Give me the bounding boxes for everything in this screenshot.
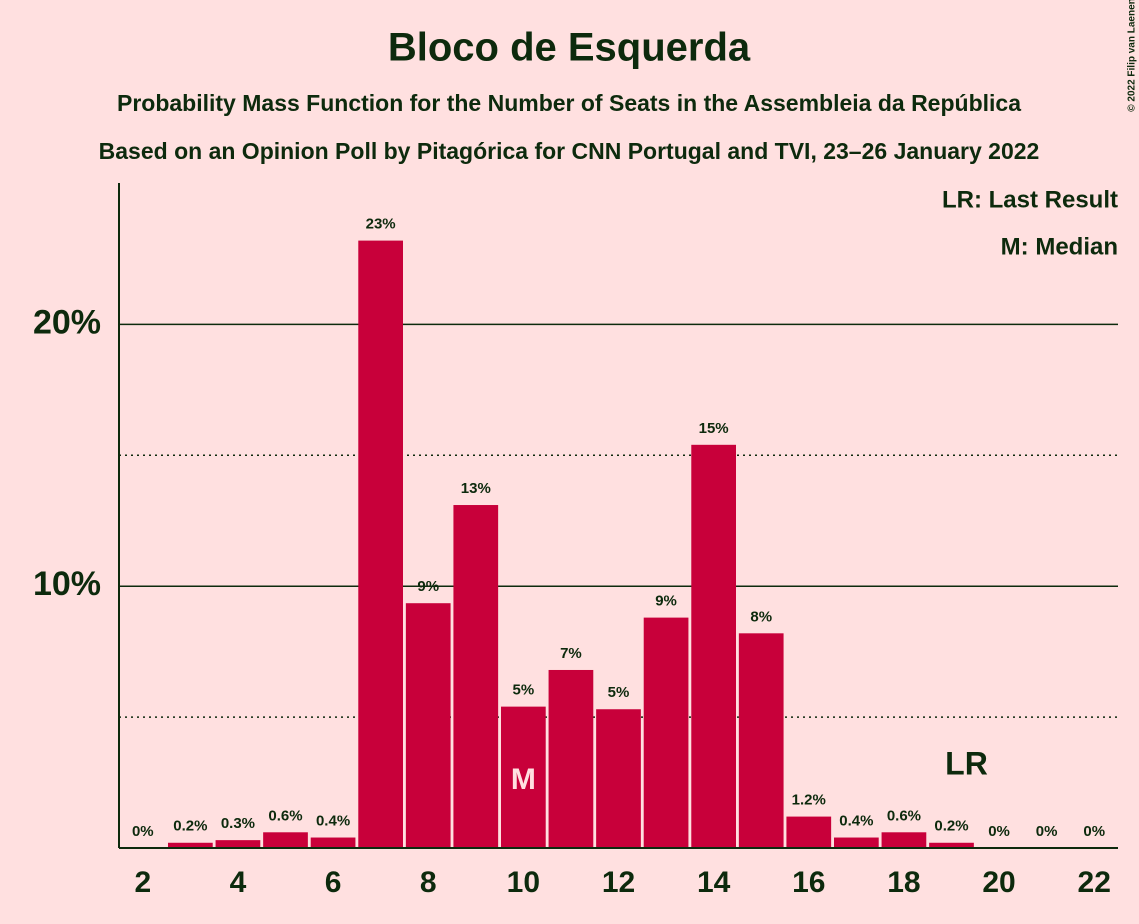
value-label: 13%	[461, 480, 491, 497]
value-label: 0%	[1083, 823, 1105, 840]
x-tick-label: 6	[325, 866, 342, 899]
legend-entry: M: Median	[1001, 233, 1118, 260]
value-label: 15%	[699, 420, 729, 437]
value-label: 9%	[417, 578, 439, 595]
x-tick-label: 16	[792, 866, 825, 899]
value-label: 0%	[1036, 823, 1058, 840]
value-label: 1.2%	[792, 792, 826, 809]
value-label: 0.6%	[887, 807, 921, 824]
value-label: 0.6%	[268, 807, 302, 824]
bar	[596, 709, 641, 848]
bar	[691, 444, 737, 848]
bar	[881, 832, 927, 848]
bar	[786, 816, 832, 848]
x-tick-label: 10	[507, 866, 540, 899]
x-tick-label: 2	[134, 866, 151, 899]
bar	[833, 837, 879, 848]
x-tick-label: 14	[697, 866, 731, 899]
value-label: 0%	[132, 823, 154, 840]
bar	[929, 842, 974, 848]
value-label: 8%	[750, 608, 772, 625]
x-tick-label: 22	[1078, 866, 1111, 899]
bar	[358, 240, 404, 849]
y-tick-label: 10%	[33, 565, 101, 603]
bar	[738, 633, 784, 848]
value-label: 0%	[988, 823, 1010, 840]
bar	[643, 617, 689, 848]
x-tick-label: 20	[982, 866, 1015, 899]
bar	[405, 603, 451, 848]
x-tick-label: 8	[420, 866, 437, 899]
last-result-marker: LR	[945, 745, 988, 781]
bar	[263, 832, 308, 848]
legend-entry: LR: Last Result	[942, 186, 1118, 213]
value-label: 0.4%	[839, 812, 873, 829]
x-tick-label: 4	[230, 866, 247, 899]
x-tick-label: 12	[602, 866, 635, 899]
value-label: 7%	[560, 645, 582, 662]
chart-subtitle: Based on an Opinion Poll by Pitagórica f…	[99, 138, 1040, 164]
median-marker: M	[511, 763, 536, 796]
value-label: 0.2%	[934, 818, 968, 835]
bar	[500, 706, 546, 848]
bar	[215, 840, 261, 848]
chart-title: Bloco de Esquerda	[388, 26, 751, 70]
chart-subtitle: Probability Mass Function for the Number…	[117, 90, 1021, 116]
bar	[310, 837, 356, 848]
value-label: 5%	[513, 682, 535, 699]
value-label: 9%	[655, 593, 677, 610]
value-label: 23%	[366, 216, 396, 233]
bar	[548, 669, 594, 848]
x-tick-label: 18	[887, 866, 920, 899]
copyright: © 2022 Filip van Laenen	[1127, 0, 1138, 112]
y-tick-label: 20%	[33, 303, 101, 341]
bar	[167, 842, 213, 848]
value-label: 0.3%	[221, 815, 255, 832]
bar	[453, 505, 499, 848]
value-label: 5%	[608, 684, 630, 701]
value-label: 0.2%	[173, 818, 207, 835]
value-label: 0.4%	[316, 812, 350, 829]
